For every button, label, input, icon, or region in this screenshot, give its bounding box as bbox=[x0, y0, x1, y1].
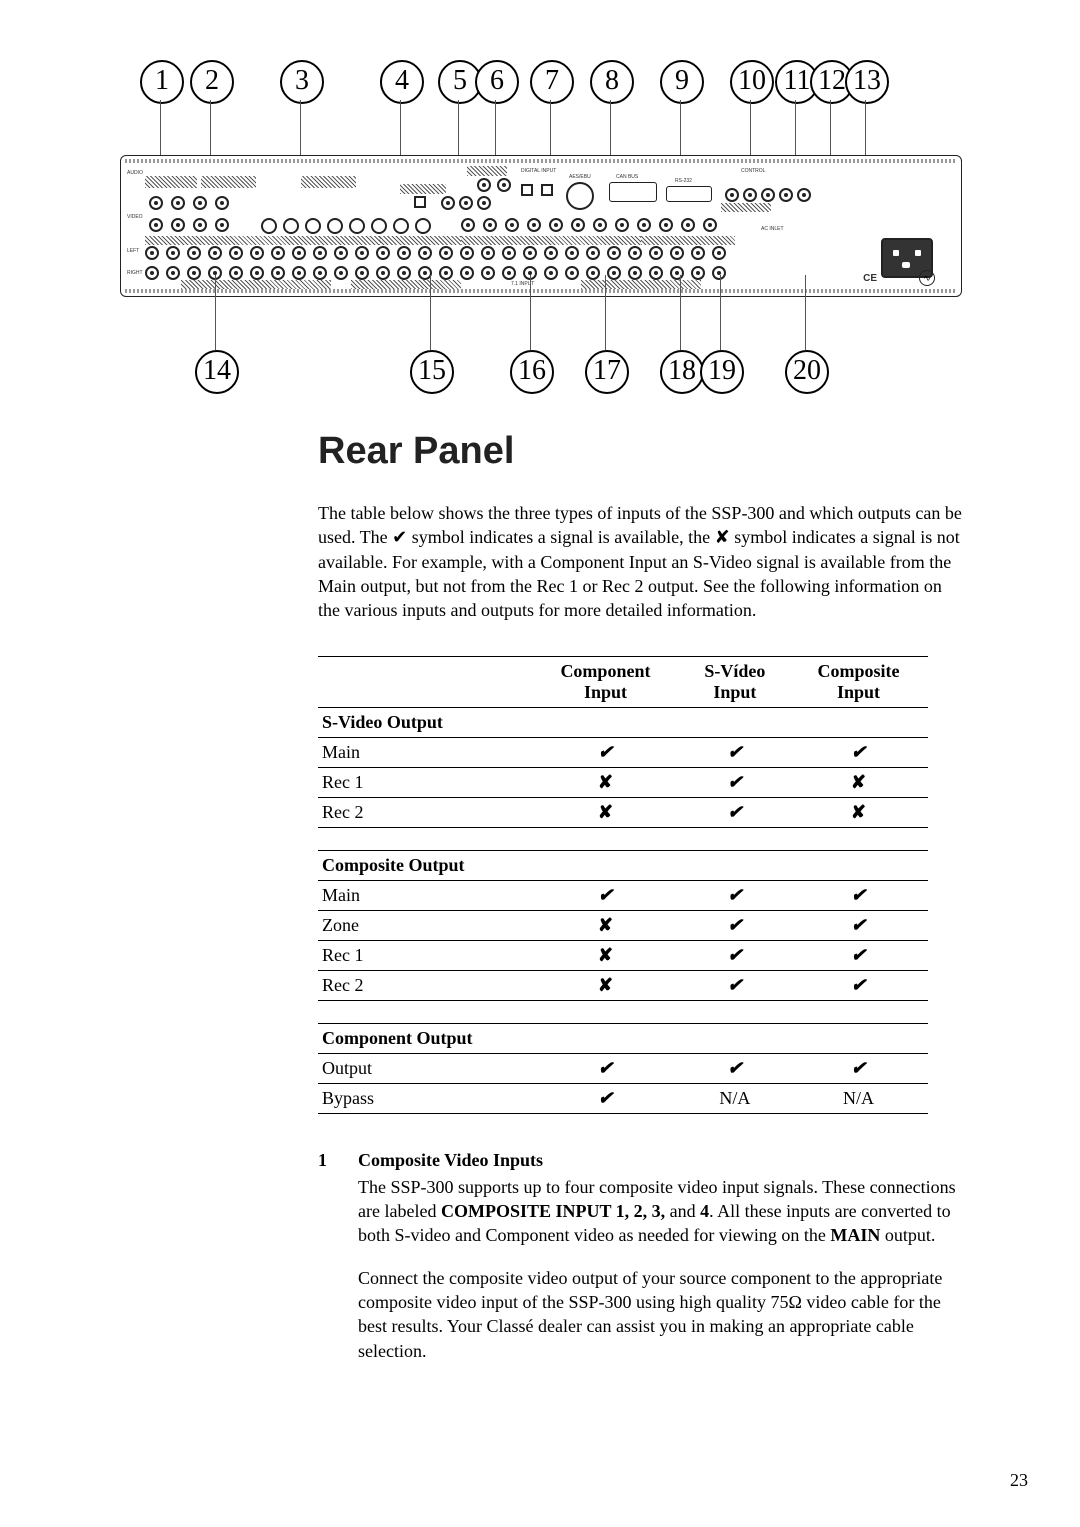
cell: ✔ bbox=[789, 941, 928, 971]
callout-4: 4 bbox=[380, 60, 424, 104]
item-1-p2: Connect the composite video output of yo… bbox=[358, 1266, 966, 1363]
col-header: S-VídeoInput bbox=[681, 657, 789, 708]
callout-17: 17 bbox=[585, 350, 629, 394]
cell: ✘ bbox=[789, 768, 928, 798]
cell: ✘ bbox=[530, 911, 681, 941]
row-label: Output bbox=[318, 1054, 530, 1084]
table-row: Rec 2✘✔✔ bbox=[318, 971, 928, 1001]
item1-p1c: and bbox=[665, 1201, 700, 1221]
cell: ✔ bbox=[681, 798, 789, 828]
item-1-title: Composite Video Inputs bbox=[358, 1148, 966, 1172]
callout-line-20 bbox=[805, 275, 806, 350]
table-row: Main✔✔✔ bbox=[318, 738, 928, 768]
table-row: Main✔✔✔ bbox=[318, 881, 928, 911]
cell: ✔ bbox=[789, 738, 928, 768]
table-row: Zone✘✔✔ bbox=[318, 911, 928, 941]
callout-20: 20 bbox=[785, 350, 829, 394]
table-row: Bypass✔N/AN/A bbox=[318, 1084, 928, 1114]
table-section-header: Component Output bbox=[318, 1024, 928, 1054]
row-label: Rec 2 bbox=[318, 798, 530, 828]
content-column: Rear Panel The table below shows the thr… bbox=[318, 430, 966, 1381]
callout-15: 15 bbox=[410, 350, 454, 394]
cell: N/A bbox=[681, 1084, 789, 1114]
cell: ✘ bbox=[530, 941, 681, 971]
cell: ✔ bbox=[681, 1054, 789, 1084]
row-label: Rec 2 bbox=[318, 971, 530, 1001]
cell: ✔ bbox=[530, 738, 681, 768]
cell: ✔ bbox=[789, 1054, 928, 1084]
row-label: Rec 1 bbox=[318, 941, 530, 971]
page-number: 23 bbox=[1010, 1470, 1028, 1491]
page: 12345678910111213 AUDIO VIDEO LEFT RIGHT bbox=[0, 0, 1080, 1527]
row-label: Bypass bbox=[318, 1084, 530, 1114]
callout-13: 13 bbox=[845, 60, 889, 104]
io-compatibility-table: ComponentInputS-VídeoInputCompositeInput… bbox=[318, 656, 928, 1114]
callout-19: 19 bbox=[700, 350, 744, 394]
col-header: ComponentInput bbox=[530, 657, 681, 708]
callout-8: 8 bbox=[590, 60, 634, 104]
cell: ✔ bbox=[681, 941, 789, 971]
cell: ✔ bbox=[681, 971, 789, 1001]
row-label: Main bbox=[318, 881, 530, 911]
cell: ✔ bbox=[789, 881, 928, 911]
callout-18: 18 bbox=[660, 350, 704, 394]
callout-2: 2 bbox=[190, 60, 234, 104]
cell: ✔ bbox=[789, 971, 928, 1001]
item1-p1b: COMPOSITE INPUT 1, 2, 3, bbox=[441, 1201, 665, 1221]
rear-panel-diagram: 12345678910111213 AUDIO VIDEO LEFT RIGHT bbox=[120, 60, 960, 390]
item-1-index: 1 bbox=[318, 1148, 338, 1380]
cell: ✔ bbox=[681, 881, 789, 911]
col-header: CompositeInput bbox=[789, 657, 928, 708]
row-label: Main bbox=[318, 738, 530, 768]
callout-3: 3 bbox=[280, 60, 324, 104]
table-row: Output✔✔✔ bbox=[318, 1054, 928, 1084]
spacer bbox=[318, 1001, 928, 1024]
spacer bbox=[318, 828, 928, 851]
cell: ✔ bbox=[789, 911, 928, 941]
col-blank bbox=[318, 657, 530, 708]
callout-line-18 bbox=[680, 275, 681, 350]
callout-16: 16 bbox=[510, 350, 554, 394]
item1-p1g: output. bbox=[880, 1225, 935, 1245]
cell: ✘ bbox=[530, 798, 681, 828]
cell: ✔ bbox=[530, 1084, 681, 1114]
item1-p1d: 4 bbox=[700, 1201, 709, 1221]
intro-paragraph: The table below shows the three types of… bbox=[318, 501, 966, 622]
rear-panel-outline: AUDIO VIDEO LEFT RIGHT DIGITAL INPUT AES bbox=[120, 155, 962, 297]
item-1: 1 Composite Video Inputs The SSP-300 sup… bbox=[318, 1148, 966, 1380]
callout-10: 10 bbox=[730, 60, 774, 104]
callout-line-15 bbox=[430, 275, 431, 350]
item1-p1f: MAIN bbox=[830, 1225, 880, 1245]
callout-14: 14 bbox=[195, 350, 239, 394]
table-row: Rec 1✘✔✔ bbox=[318, 941, 928, 971]
cell: ✔ bbox=[530, 881, 681, 911]
table-section-header: S-Video Output bbox=[318, 708, 928, 738]
callout-1: 1 bbox=[140, 60, 184, 104]
callout-7: 7 bbox=[530, 60, 574, 104]
callout-line-16 bbox=[530, 275, 531, 350]
item-1-p1: The SSP-300 supports up to four composit… bbox=[358, 1175, 966, 1248]
ctrl-jacks bbox=[121, 156, 961, 296]
table-row: Rec 2✘✔✘ bbox=[318, 798, 928, 828]
cell: ✔ bbox=[681, 911, 789, 941]
row-label: Zone bbox=[318, 911, 530, 941]
table-section-header: Composite Output bbox=[318, 851, 928, 881]
cell: ✔ bbox=[681, 738, 789, 768]
table-row: Rec 1✘✔✘ bbox=[318, 768, 928, 798]
row-label: Rec 1 bbox=[318, 768, 530, 798]
cell: ✘ bbox=[530, 768, 681, 798]
cell: ✔ bbox=[681, 768, 789, 798]
cell: N/A bbox=[789, 1084, 928, 1114]
callout-line-17 bbox=[605, 275, 606, 350]
cell: ✘ bbox=[530, 971, 681, 1001]
cell: ✘ bbox=[789, 798, 928, 828]
callout-line-19 bbox=[720, 275, 721, 350]
callout-9: 9 bbox=[660, 60, 704, 104]
page-heading: Rear Panel bbox=[318, 430, 966, 473]
cell: ✔ bbox=[530, 1054, 681, 1084]
callout-line-14 bbox=[215, 275, 216, 350]
callout-6: 6 bbox=[475, 60, 519, 104]
